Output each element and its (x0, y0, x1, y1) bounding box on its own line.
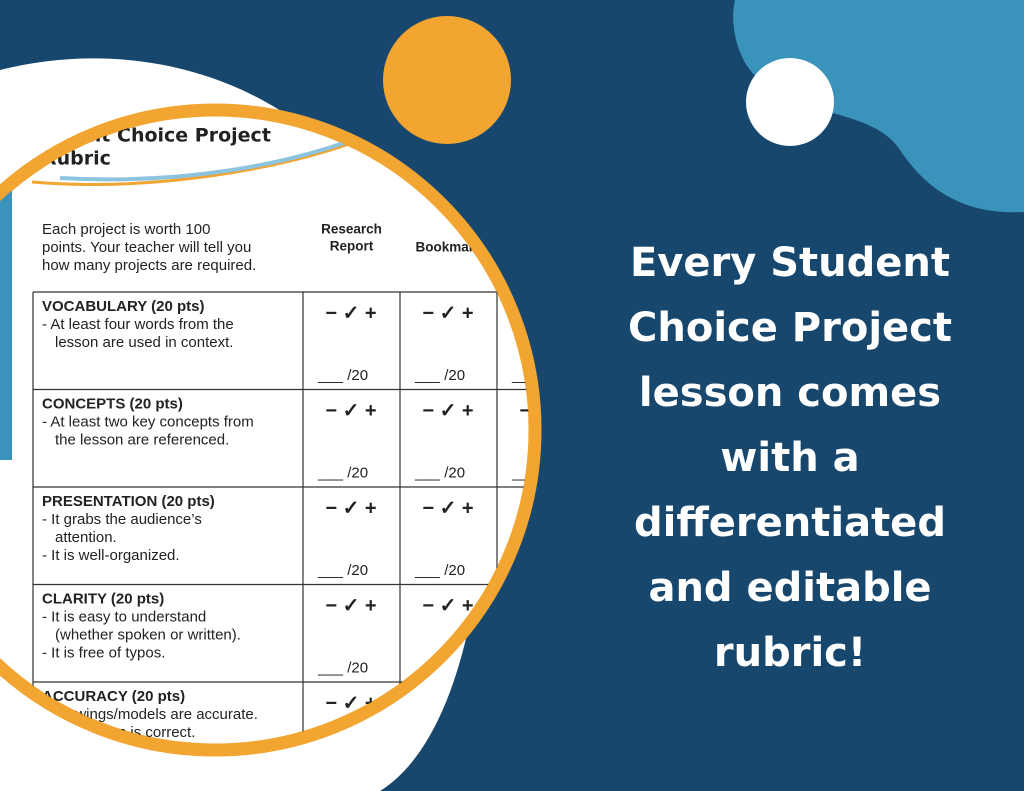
criterion: CLARITY (20 pts) (42, 590, 164, 607)
headline: Every Student Choice Project lesson comes w… (628, 240, 952, 676)
dot (383, 16, 511, 144)
scale: − ✓ + (422, 497, 473, 519)
criterion-line: attention. (55, 529, 117, 546)
score: ___ /20 (317, 367, 368, 384)
score: ___ /20 (414, 367, 465, 384)
scale: − ✓ + (422, 302, 473, 324)
swoosh (31, 138, 361, 186)
criterion: ACCURACY (20 pts) (42, 688, 185, 705)
score: ___ /20 (317, 464, 368, 481)
scale: − ✓ + (325, 595, 376, 617)
criterion-line: the lesson are referenced. (55, 431, 229, 448)
headline-line: and editable (648, 565, 931, 611)
score: ___ /20 (317, 562, 368, 579)
scale: − ✓ + (325, 400, 376, 422)
score: ___ /20 (414, 464, 465, 481)
headline-line: Every Student (630, 240, 950, 286)
criterion-line: - Drawings/models are accurate. (42, 706, 258, 723)
column-header: Bookmark (415, 240, 482, 255)
blob (733, 0, 1024, 213)
score: ___ /20 (317, 659, 368, 676)
swoosh (59, 133, 366, 182)
scale: − ✓ + (422, 400, 473, 422)
scale: − ✓ + (422, 595, 473, 617)
headline-line: Choice Project (628, 305, 952, 351)
criterion: PRESENTATION (20 pts) (42, 493, 215, 510)
ring (0, 103, 542, 757)
score: ___ /20 (414, 562, 465, 579)
criterion-line: - At least four words from the (42, 316, 234, 333)
scale: − ✓ + (325, 302, 376, 324)
headline-line: rubric! (714, 630, 866, 676)
criterion-line: - At least two key concepts from (42, 413, 254, 430)
intro: Each project is worth 100 (42, 221, 210, 238)
criterion-line: - It grabs the audience’s (42, 511, 202, 528)
criterion-line: lesson are used in context. (55, 334, 233, 351)
criterion: VOCABULARY (20 pts) (42, 298, 205, 315)
scale: − ✓ + (325, 497, 376, 519)
headline-line: differentiated (634, 500, 946, 546)
score: ___ /20 (511, 464, 562, 481)
headline-line: with a (720, 435, 859, 481)
dot (746, 58, 834, 146)
scale: − ✓ + (519, 400, 570, 422)
criterion: CONCEPTS (20 pts) (42, 395, 183, 412)
bar (0, 190, 12, 460)
column-header: Report (330, 239, 374, 254)
criterion-line: - It is easy to understand (42, 608, 206, 625)
column-header: Research (321, 222, 382, 237)
headline-line: lesson comes (639, 370, 941, 416)
criterion-line: (whether spoken or written). (55, 626, 241, 643)
intro: points. Your teacher will tell you (42, 239, 251, 256)
criterion-line: - It is free of typos. (42, 644, 165, 661)
intro: how many projects are required. (42, 257, 256, 274)
criterion-line: - It is well-organized. (42, 547, 180, 564)
